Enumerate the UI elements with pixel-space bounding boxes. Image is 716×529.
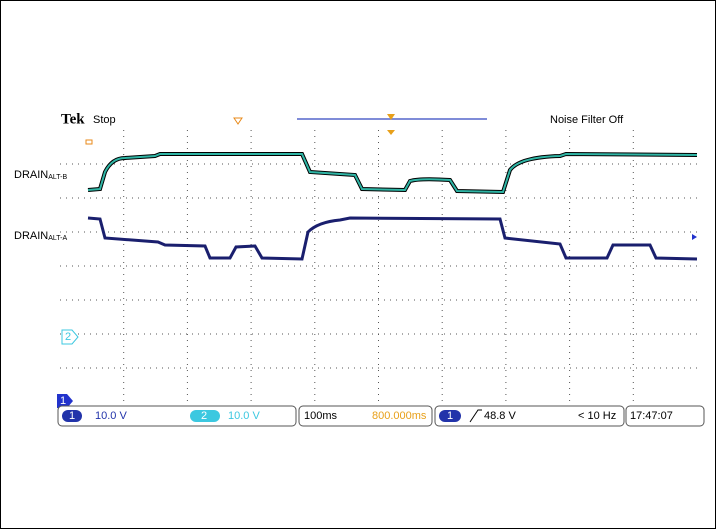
ch2-pill (190, 410, 220, 422)
label-main: DRAIN (14, 169, 48, 181)
ch2-pill-text: 2 (201, 410, 207, 422)
state: Stop (93, 114, 116, 126)
label-sub: ALT-A (48, 235, 67, 242)
label-sub: ALT-B (48, 174, 67, 181)
brand: Tek (61, 111, 85, 127)
trig-pill-text: 1 (447, 410, 453, 422)
trigger-pos (387, 114, 395, 120)
status-box (298, 405, 433, 427)
ch1-pill (62, 410, 82, 422)
trace-alt-b (87, 152, 698, 194)
graticule (60, 130, 697, 402)
label-main: DRAIN (14, 230, 48, 242)
status-box (57, 405, 297, 427)
trig-pill (439, 410, 461, 422)
trace-alt-a (87, 216, 698, 261)
status-box (625, 405, 705, 427)
filter: Noise Filter Off (550, 114, 624, 126)
label-alt-a: DRAINALT-A (14, 230, 67, 242)
slope-icon (469, 409, 482, 423)
trigger-pos (387, 130, 395, 135)
clock: 17:47:07 (630, 410, 673, 422)
marker (85, 139, 93, 145)
ch1-scale: 10.0 V (95, 410, 127, 422)
ch2-scale: 10.0 V (228, 410, 260, 422)
ch1-marker-text: 1 (60, 395, 66, 407)
timebase: 100ms (304, 410, 338, 422)
ch2-marker (61, 329, 79, 345)
label-alt-b: DRAINALT-B (14, 169, 67, 181)
trig-level: 48.8 V (484, 410, 516, 422)
ch2-marker-text: 2 (65, 331, 71, 343)
status-box (434, 405, 625, 427)
ch1-pill-text: 1 (69, 410, 75, 422)
ch1-marker (57, 394, 73, 408)
ch1-arrow (692, 234, 697, 240)
position: 800.000ms (372, 410, 427, 422)
marker (233, 117, 243, 125)
freq: < 10 Hz (578, 410, 616, 422)
